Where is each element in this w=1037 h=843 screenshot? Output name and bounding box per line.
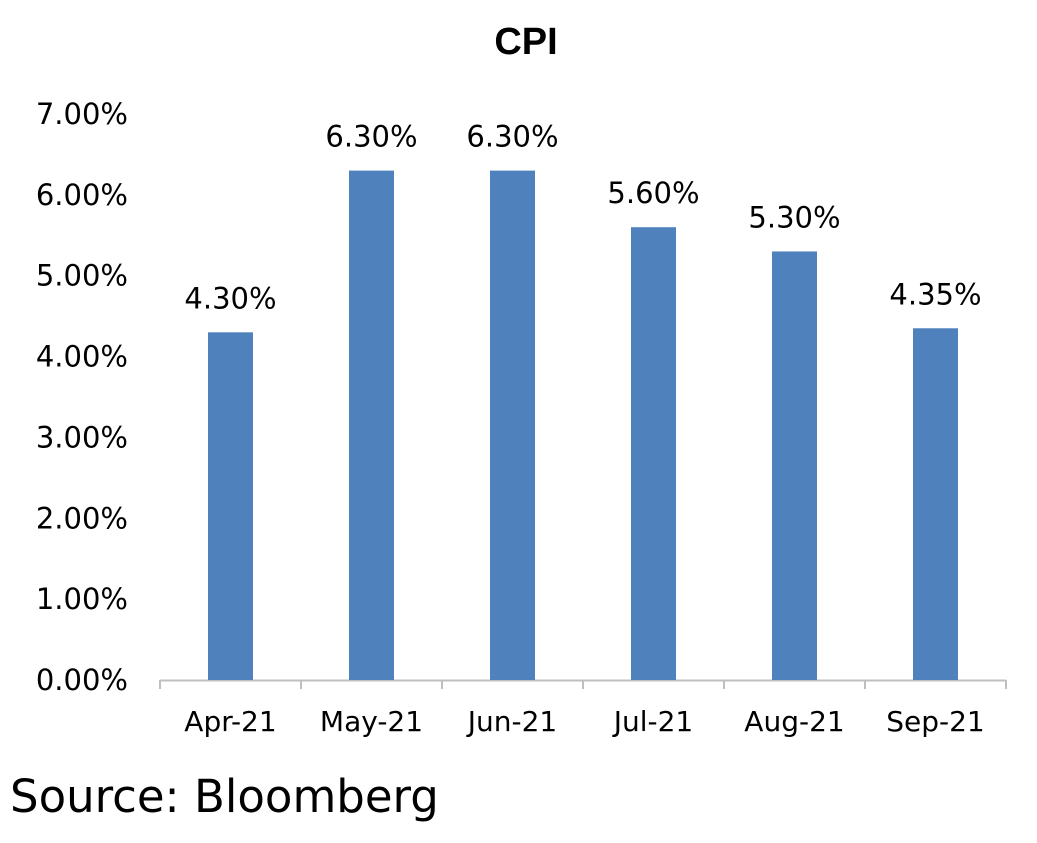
x-category-label: Aug-21 (744, 705, 844, 738)
bar (913, 328, 958, 680)
y-tick-label: 3.00% (36, 420, 128, 454)
y-tick-label: 4.00% (36, 340, 128, 374)
bar (772, 251, 817, 680)
y-tick-label: 6.00% (36, 178, 128, 212)
bar (349, 170, 394, 680)
bar (490, 170, 535, 680)
x-category-label: Jul-21 (612, 705, 694, 738)
bar-data-label: 5.30% (748, 200, 840, 234)
y-tick-label: 1.00% (36, 582, 128, 616)
bar-data-label: 6.30% (325, 120, 417, 154)
y-tick-label: 0.00% (36, 663, 128, 697)
x-category-label: Sep-21 (886, 705, 985, 738)
source-note: Source: Bloomberg (10, 770, 439, 823)
bar (631, 227, 676, 680)
bar-data-label: 6.30% (466, 120, 558, 154)
bar-data-label: 4.30% (184, 281, 276, 315)
x-category-label: Apr-21 (184, 705, 276, 738)
bar (208, 332, 253, 680)
x-category-label: Jun-21 (466, 705, 557, 738)
x-category-label: May-21 (320, 705, 423, 738)
bar-data-label: 4.35% (889, 277, 981, 311)
y-tick-label: 7.00% (36, 97, 128, 131)
y-tick-label: 2.00% (36, 501, 128, 535)
y-tick-label: 5.00% (36, 259, 128, 293)
chart-title: CPI (494, 21, 557, 63)
bar-data-label: 5.60% (607, 176, 699, 210)
